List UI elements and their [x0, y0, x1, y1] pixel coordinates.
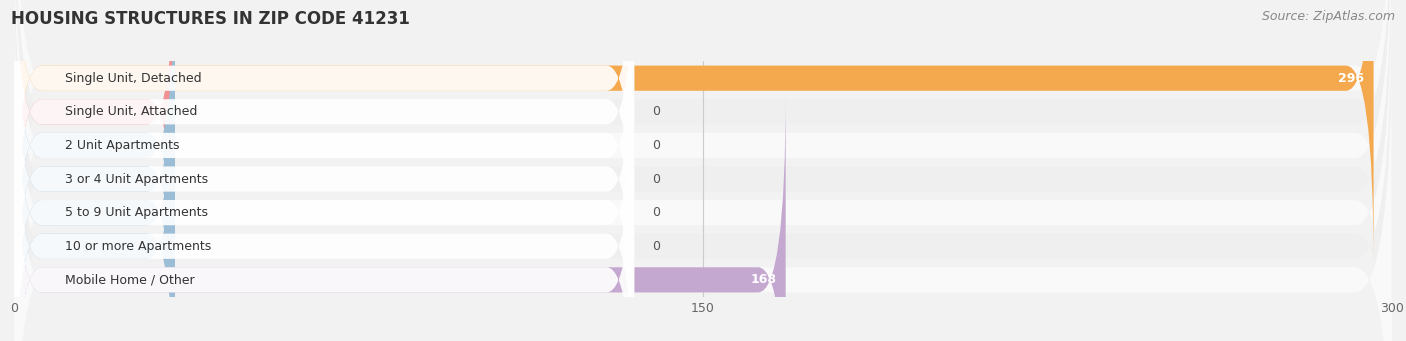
- FancyBboxPatch shape: [14, 0, 174, 301]
- Text: Mobile Home / Other: Mobile Home / Other: [65, 273, 194, 286]
- Text: 168: 168: [751, 273, 776, 286]
- FancyBboxPatch shape: [14, 0, 174, 335]
- FancyBboxPatch shape: [14, 57, 634, 341]
- FancyBboxPatch shape: [14, 0, 1374, 267]
- Text: HOUSING STRUCTURES IN ZIP CODE 41231: HOUSING STRUCTURES IN ZIP CODE 41231: [11, 10, 411, 28]
- FancyBboxPatch shape: [14, 0, 1392, 341]
- Text: Single Unit, Detached: Single Unit, Detached: [65, 72, 201, 85]
- FancyBboxPatch shape: [14, 57, 174, 341]
- Text: 10 or more Apartments: 10 or more Apartments: [65, 240, 211, 253]
- FancyBboxPatch shape: [14, 0, 634, 301]
- Text: 0: 0: [652, 240, 661, 253]
- FancyBboxPatch shape: [14, 0, 1392, 341]
- Text: 0: 0: [652, 139, 661, 152]
- FancyBboxPatch shape: [14, 0, 1392, 341]
- Text: Source: ZipAtlas.com: Source: ZipAtlas.com: [1261, 10, 1395, 23]
- FancyBboxPatch shape: [14, 24, 1392, 341]
- FancyBboxPatch shape: [14, 0, 1392, 341]
- Text: 5 to 9 Unit Apartments: 5 to 9 Unit Apartments: [65, 206, 208, 219]
- Text: 2 Unit Apartments: 2 Unit Apartments: [65, 139, 179, 152]
- FancyBboxPatch shape: [14, 91, 634, 341]
- Text: 0: 0: [652, 105, 661, 118]
- Text: Single Unit, Attached: Single Unit, Attached: [65, 105, 197, 118]
- Text: 296: 296: [1339, 72, 1364, 85]
- Text: 3 or 4 Unit Apartments: 3 or 4 Unit Apartments: [65, 173, 208, 186]
- Text: 0: 0: [652, 173, 661, 186]
- FancyBboxPatch shape: [14, 0, 634, 335]
- FancyBboxPatch shape: [14, 0, 174, 341]
- FancyBboxPatch shape: [14, 0, 634, 341]
- FancyBboxPatch shape: [14, 24, 174, 341]
- FancyBboxPatch shape: [14, 0, 1392, 335]
- FancyBboxPatch shape: [14, 24, 634, 341]
- Text: 0: 0: [652, 206, 661, 219]
- FancyBboxPatch shape: [14, 0, 634, 267]
- FancyBboxPatch shape: [14, 0, 1392, 341]
- FancyBboxPatch shape: [14, 91, 786, 341]
